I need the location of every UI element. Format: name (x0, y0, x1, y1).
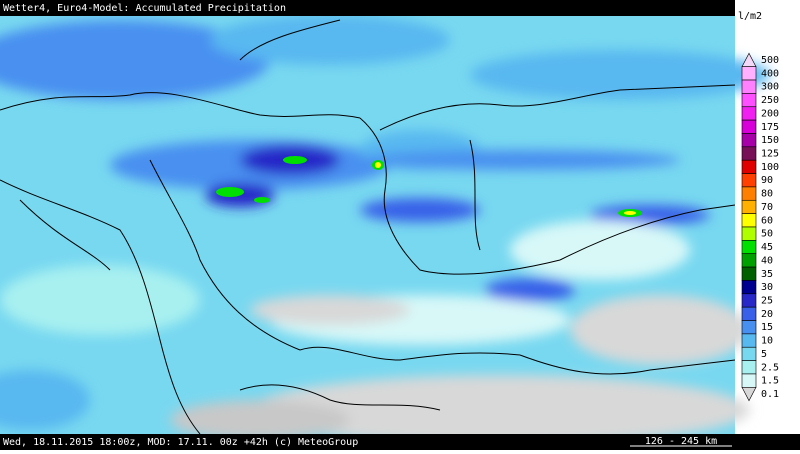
legend-swatch (741, 186, 757, 201)
legend-label: 175 (761, 122, 779, 133)
legend-label: 200 (761, 108, 779, 119)
legend-label: 35 (761, 269, 773, 280)
legend-swatch (741, 226, 757, 241)
legend-swatch (741, 66, 757, 81)
legend-label: 60 (761, 215, 773, 226)
legend-label: 80 (761, 189, 773, 200)
legend-swatch (741, 213, 757, 228)
legend-label: 30 (761, 282, 773, 293)
legend-label: 125 (761, 149, 779, 160)
footer-info: Wed, 18.11.2015 18:00z, MOD: 17.11. 00z … (3, 437, 358, 448)
legend-swatch (741, 333, 757, 348)
legend-label: 500 (761, 55, 779, 66)
title: Wetter4, Euro4-Model: Accumulated Precip… (3, 3, 286, 14)
legend-swatch (741, 280, 757, 295)
legend-swatch (741, 373, 757, 388)
legend-label: 40 (761, 255, 773, 266)
legend-label: 0.1 (761, 389, 779, 400)
legend-swatch (741, 266, 757, 281)
legend-swatch (741, 79, 757, 94)
legend-swatch (741, 93, 757, 108)
legend-swatch (741, 159, 757, 174)
legend-label: 25 (761, 295, 773, 306)
legend-swatch (741, 133, 757, 148)
legend-swatch (741, 360, 757, 375)
legend-swatch (741, 306, 757, 321)
legend-swatch (741, 119, 757, 134)
title-bar (0, 0, 735, 16)
legend-swatch (741, 253, 757, 268)
footer-bar (0, 434, 800, 450)
legend-unit: l/m2 (738, 11, 762, 22)
legend-label: 45 (761, 242, 773, 253)
legend-label: 400 (761, 68, 779, 79)
legend-label: 300 (761, 82, 779, 93)
legend-swatch (741, 240, 757, 255)
legend: 500 400 300 250 200 175 150 125 100 90 80 70 60 50 45 4… (741, 52, 779, 402)
legend-swatch (741, 346, 757, 361)
legend-label: 1.5 (761, 376, 779, 387)
legend-label: 90 (761, 175, 773, 186)
legend-swatch (741, 320, 757, 335)
legend-swatch (741, 387, 757, 402)
legend-label: 70 (761, 202, 773, 213)
legend-label: 10 (761, 336, 773, 347)
legend-label: 15 (761, 322, 773, 333)
legend-label: 50 (761, 229, 773, 240)
scale-label: 126 - 245 km (645, 436, 717, 447)
legend-label: 2.5 (761, 362, 779, 373)
legend-label: 250 (761, 95, 779, 106)
legend-label: 150 (761, 135, 779, 146)
legend-label: 20 (761, 309, 773, 320)
precipitation-map (0, 15, 770, 445)
legend-label: 100 (761, 162, 779, 173)
legend-swatch (741, 52, 757, 67)
legend-swatch (741, 173, 757, 188)
legend-swatch (741, 146, 757, 161)
legend-swatch (741, 106, 757, 121)
legend-label: 5 (761, 349, 767, 360)
legend-swatch (741, 293, 757, 308)
legend-swatch (741, 199, 757, 214)
